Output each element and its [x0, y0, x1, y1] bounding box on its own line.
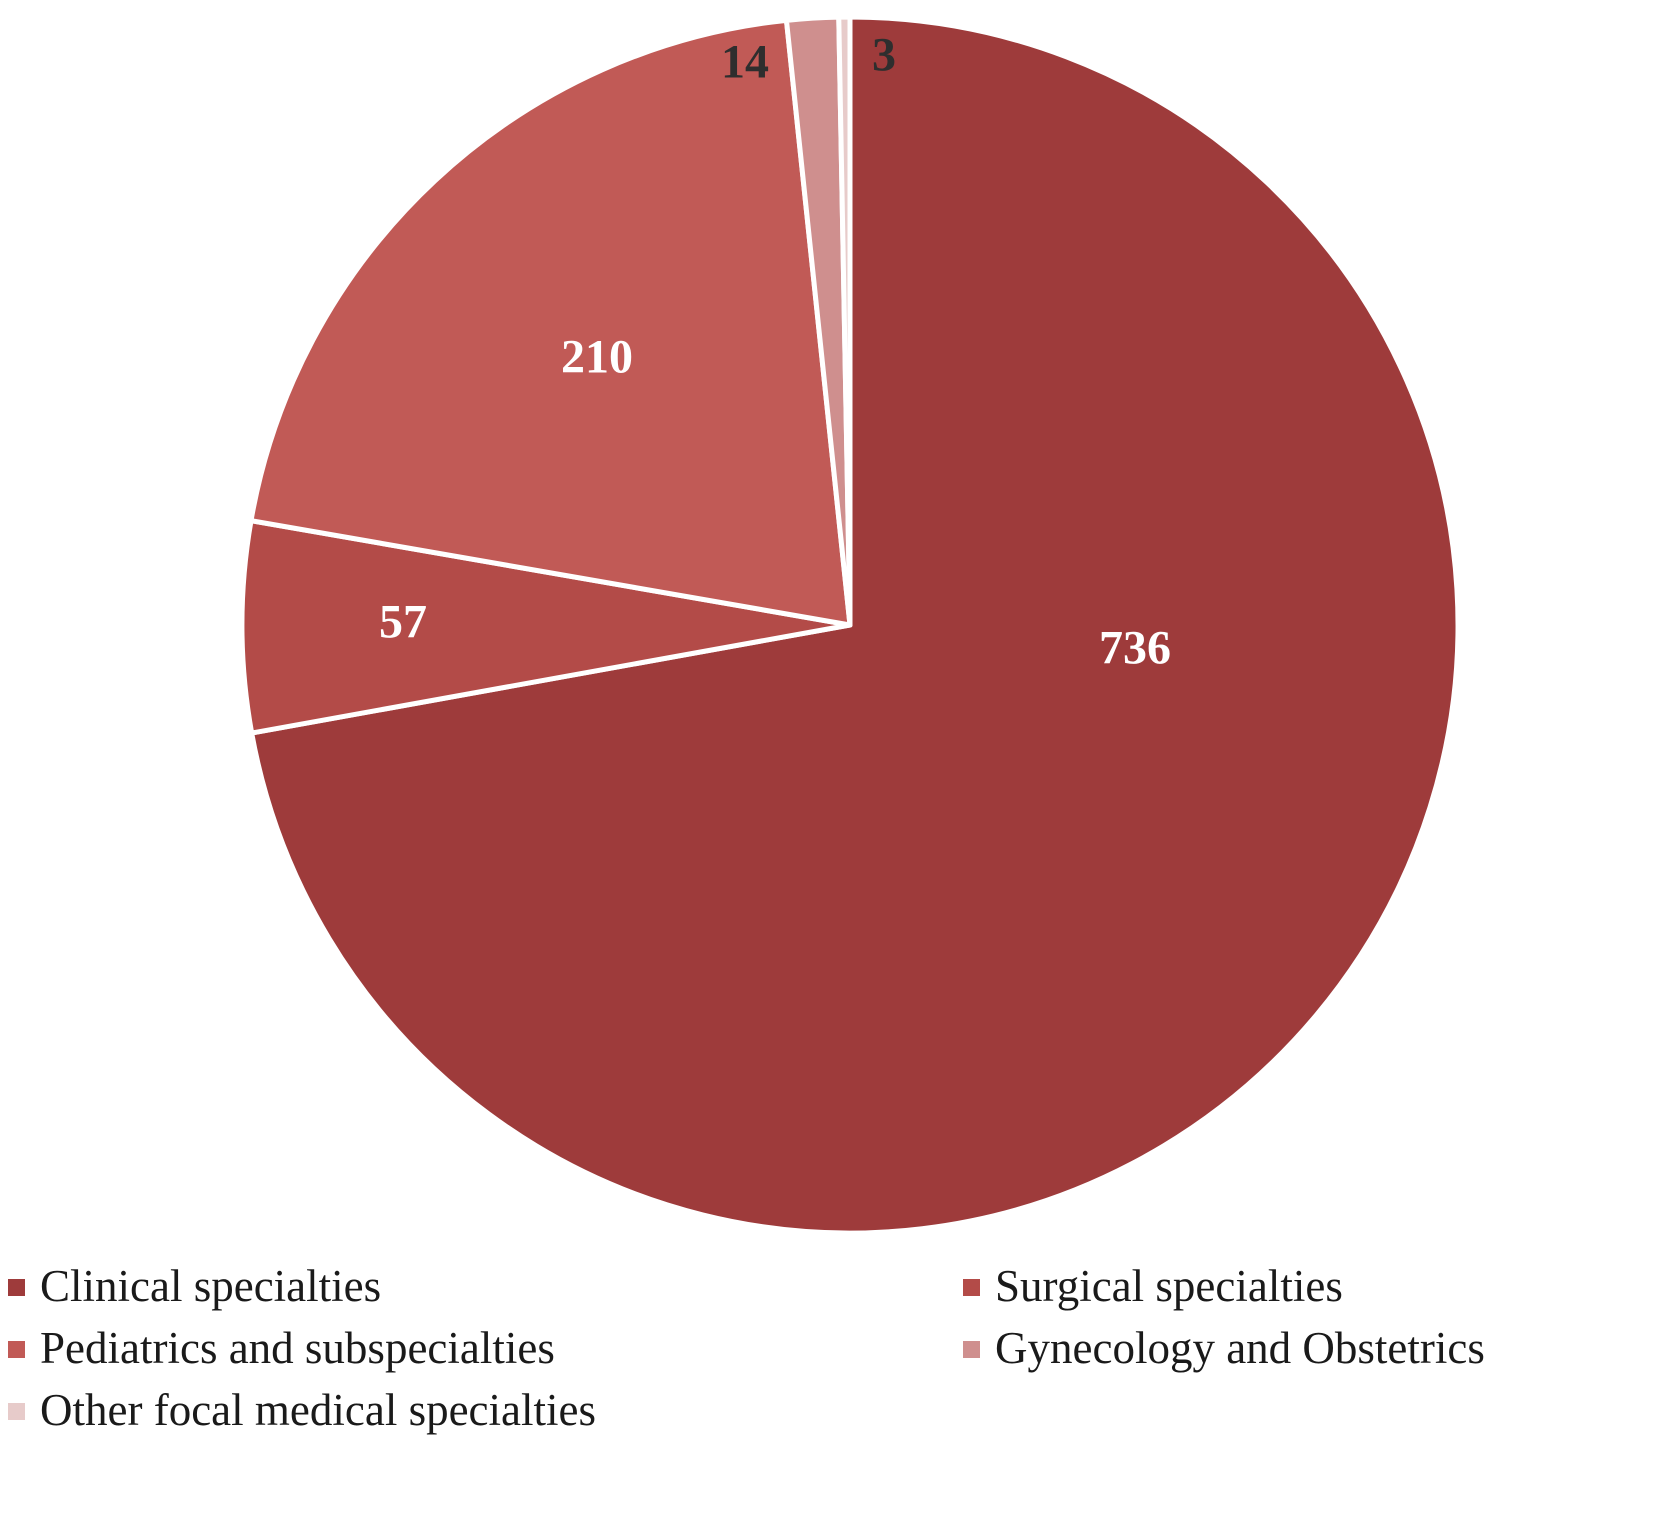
slice-value-label: 14: [721, 36, 769, 89]
legend-label: Other focal medical specialties: [40, 1385, 596, 1436]
slice-value-label: 57: [379, 596, 427, 649]
legend-swatch-icon: [8, 1402, 25, 1420]
legend-item-gynecology-and-obstetrics: Gynecology and Obstetrics: [963, 1322, 1675, 1376]
legend-swatch-icon: [963, 1278, 980, 1296]
slice-value-label: 210: [561, 331, 633, 384]
legend-label: Pediatrics and subspecialties: [40, 1323, 555, 1374]
legend-swatch-icon: [8, 1340, 25, 1358]
legend: Clinical specialties Surgical specialtie…: [0, 1250, 1675, 1438]
pie-chart: 736 57 210 14 3: [239, 14, 1461, 1236]
pie-slice: [249, 14, 1461, 1236]
legend-item-pediatrics-and-subspecialties: Pediatrics and subspecialties: [8, 1322, 963, 1376]
pie-slice: [836, 14, 853, 628]
legend-swatch-icon: [8, 1278, 25, 1296]
legend-label: Surgical specialties: [995, 1261, 1343, 1312]
legend-swatch-icon: [963, 1340, 980, 1358]
pie-slice: [248, 17, 853, 628]
legend-label: Clinical specialties: [40, 1261, 382, 1312]
legend-item-surgical-specialties: Surgical specialties: [963, 1260, 1675, 1314]
legend-item-other-focal-medical-specialties: Other focal medical specialties: [8, 1384, 963, 1438]
slice-value-label: 736: [1099, 622, 1171, 675]
legend-label: Gynecology and Obstetrics: [995, 1323, 1485, 1374]
pie-slice: [239, 518, 853, 736]
legend-item-clinical-specialties: Clinical specialties: [8, 1260, 963, 1314]
slice-value-label: 3: [872, 29, 896, 82]
